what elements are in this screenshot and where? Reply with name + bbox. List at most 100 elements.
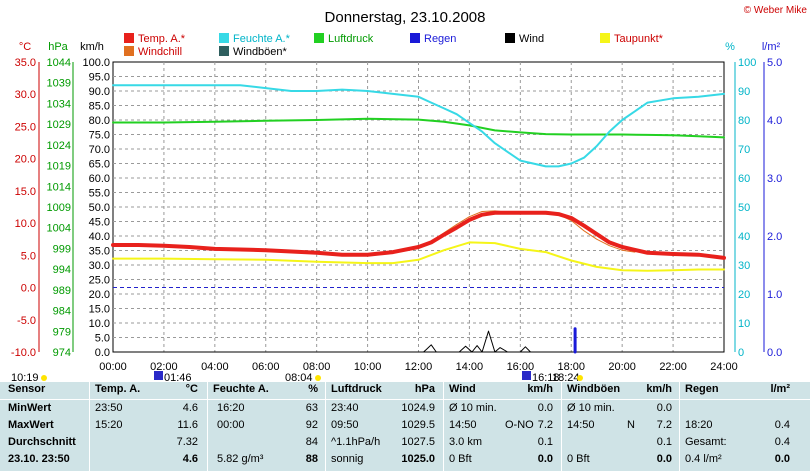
tick-label-kmh: 0.0 bbox=[95, 347, 110, 359]
legend-swatch bbox=[505, 33, 515, 43]
legend-item-windchill: Windchill bbox=[124, 46, 182, 58]
rain-info: 0.4 l/m² bbox=[685, 453, 722, 465]
table-divider bbox=[89, 382, 90, 471]
series-line-wind bbox=[112, 330, 725, 353]
table-row: MinWert 23:50 4.6 16:20 63 23:40 1024.9 Ø 10 mi… bbox=[0, 401, 810, 416]
header-rain: Regen bbox=[685, 383, 719, 395]
tick-label-kmh: 65.0 bbox=[89, 159, 110, 171]
wind-value: 0.1 bbox=[537, 436, 553, 448]
tick-label-pct: 20 bbox=[738, 289, 750, 301]
tick-label-pct: 10 bbox=[738, 318, 750, 330]
tick-label-hpa: 974 bbox=[53, 347, 71, 359]
tick-label-temp: 25.0 bbox=[15, 121, 36, 133]
tick-label-x: 06:00 bbox=[252, 361, 280, 373]
legend-item-rain: Regen bbox=[410, 33, 456, 45]
tick-label-kmh: 25.0 bbox=[89, 275, 110, 287]
tick-label-rain: 3.0 bbox=[767, 173, 782, 185]
series-line-feuchte-a bbox=[112, 84, 725, 168]
wind-direction: O-NO bbox=[505, 419, 534, 431]
marker-icon bbox=[154, 371, 163, 380]
humidity-value: 88 bbox=[305, 453, 318, 465]
humidity-time: 16:20 bbox=[217, 402, 245, 414]
legend-swatch bbox=[600, 33, 610, 43]
gust-value: 0.0 bbox=[656, 402, 672, 414]
wind-value: 0.0 bbox=[537, 402, 553, 414]
wind-value: 7.2 bbox=[537, 419, 553, 431]
tick-label-kmh: 40.0 bbox=[89, 231, 110, 243]
gust-time: 14:50 bbox=[567, 419, 595, 431]
gust-value: 7.2 bbox=[656, 419, 672, 431]
tick-label-kmh: 20.0 bbox=[89, 289, 110, 301]
weather-chart: Donnerstag, 23.10.2008 © Weber Mike Temp… bbox=[11, 5, 808, 382]
tick-label-x: 14:00 bbox=[456, 361, 484, 373]
tick-label-hpa: 989 bbox=[53, 285, 71, 297]
tick-label-temp: 35.0 bbox=[15, 57, 36, 69]
legend-label: Feuchte A.* bbox=[233, 33, 291, 45]
series-line-temp-a bbox=[111, 210, 726, 260]
rain-value: 0.4 bbox=[774, 419, 790, 431]
pressure-time: 23:40 bbox=[331, 402, 359, 414]
tick-label-x: 24:00 bbox=[710, 361, 738, 373]
tick-label-temp: -10.0 bbox=[11, 347, 36, 359]
table-divider bbox=[443, 382, 444, 471]
tick-label-rain: 4.0 bbox=[767, 115, 782, 127]
row-label: 23.10. 23:50 bbox=[8, 453, 70, 465]
pressure-value: 1024.9 bbox=[401, 402, 435, 414]
legend-swatch bbox=[124, 46, 134, 56]
legend-item-wind: Wind bbox=[505, 33, 544, 45]
tick-label-hpa: 1024 bbox=[47, 140, 71, 152]
header-pressure-unit: hPa bbox=[414, 383, 435, 395]
tick-label-x: 16:00 bbox=[507, 361, 535, 373]
tick-label-hpa: 984 bbox=[53, 306, 71, 318]
tick-label-kmh: 90.0 bbox=[89, 86, 110, 98]
tick-label-x: 22:00 bbox=[659, 361, 687, 373]
legend-label: Temp. A.* bbox=[138, 33, 186, 45]
pressure-time: 09:50 bbox=[331, 419, 359, 431]
series-line-luftdruck bbox=[112, 117, 725, 139]
header-sensor: Sensor bbox=[8, 383, 46, 395]
table-divider bbox=[0, 399, 810, 400]
tick-label-rain: 1.0 bbox=[767, 289, 782, 301]
tick-label-pct: 60 bbox=[738, 173, 750, 185]
header-gusts: Windböen bbox=[567, 383, 621, 395]
tick-label-hpa: 1034 bbox=[47, 98, 71, 110]
pressure-time: ^1.1hPa/h bbox=[331, 436, 381, 448]
humidity-value: 84 bbox=[305, 436, 318, 448]
tick-label-rain: 5.0 bbox=[767, 57, 782, 69]
tick-label-kmh: 80.0 bbox=[89, 115, 110, 127]
table-row: Durchschnitt 7.32 84 ^1.1hPa/h 1027.5 3.0 km 0… bbox=[0, 435, 810, 450]
table-row: MaxWert 15:20 11.6 00:00 92 09:50 1029.5 14:50 O… bbox=[0, 418, 810, 433]
pressure-value: 1029.5 bbox=[401, 419, 435, 431]
axis-header-hpa: hPa bbox=[48, 41, 68, 53]
legend-item-humidity: Feuchte A.* bbox=[219, 33, 291, 45]
marker-left-time: 10:19 bbox=[11, 372, 39, 382]
temp-time: 23:50 bbox=[95, 402, 123, 414]
tick-label-hpa: 1029 bbox=[47, 119, 71, 131]
legend-item-dewpoint: Taupunkt* bbox=[600, 33, 664, 45]
header-wind-unit: km/h bbox=[527, 383, 553, 395]
tick-label-x: 18:00 bbox=[557, 361, 585, 373]
temp-value: 4.6 bbox=[182, 402, 198, 414]
tick-label-kmh: 85.0 bbox=[89, 101, 110, 113]
header-pressure: Luftdruck bbox=[331, 383, 382, 395]
humidity-value: 63 bbox=[305, 402, 318, 414]
tick-label-pct: 80 bbox=[738, 115, 750, 127]
gust-time: 0 Bft bbox=[567, 453, 590, 465]
legend-swatch bbox=[219, 46, 229, 56]
tick-label-rain: 2.0 bbox=[767, 231, 782, 243]
tick-label-temp: -5.0 bbox=[17, 315, 36, 327]
table-divider bbox=[561, 382, 562, 471]
temp-value: 7.32 bbox=[176, 436, 198, 448]
tick-label-hpa: 1019 bbox=[47, 161, 71, 173]
header-wind: Wind bbox=[449, 383, 476, 395]
temp-value: 4.6 bbox=[182, 453, 198, 465]
table-row: 23.10. 23:50 4.6 5.82 g/m³ 88 sonnig 1025.0 0 … bbox=[0, 452, 810, 467]
tick-label-temp: 10.0 bbox=[15, 218, 36, 230]
series-layer bbox=[111, 84, 726, 354]
rain-info: 18:20 bbox=[685, 419, 713, 431]
rain-value: 0.4 bbox=[774, 436, 790, 448]
rain-info: Gesamt: bbox=[685, 436, 727, 448]
wind-value: 0.0 bbox=[537, 453, 553, 465]
wind-time: 0 Bft bbox=[449, 453, 472, 465]
humidity-time: 5.82 g/m³ bbox=[217, 453, 264, 465]
